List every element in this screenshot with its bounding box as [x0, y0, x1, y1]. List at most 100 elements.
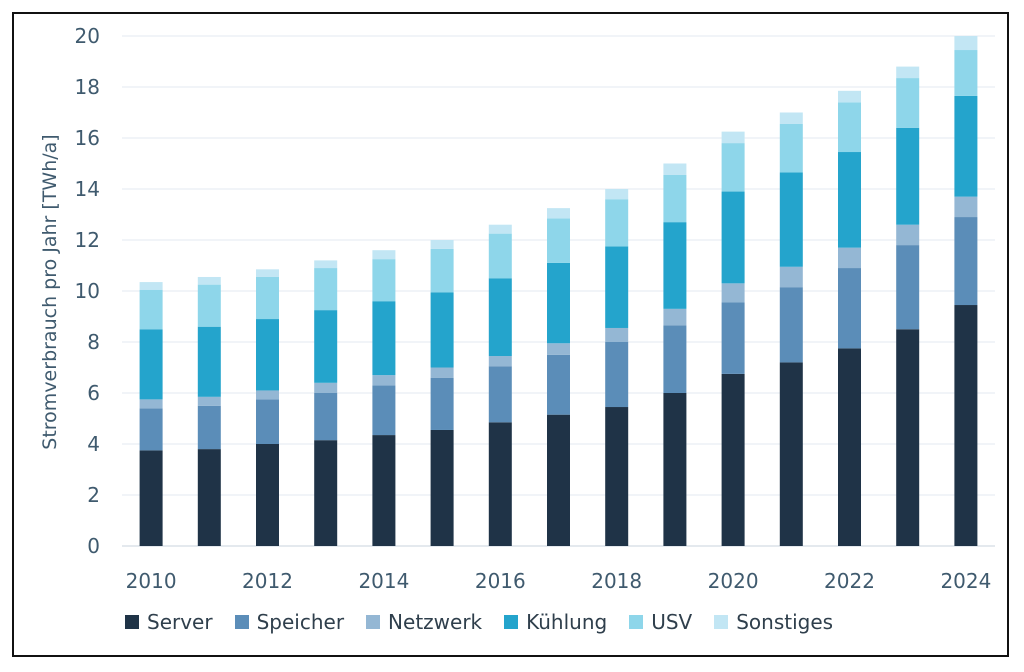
- legend-item: Netzwerk: [366, 610, 482, 634]
- y-tick-label: 8: [87, 330, 100, 354]
- x-tick-label: 2014: [358, 569, 409, 593]
- stacked-bars: [139, 36, 978, 546]
- bar-segment: [256, 319, 279, 391]
- legend-label: Netzwerk: [388, 610, 483, 634]
- x-tick-label: 2018: [591, 569, 642, 593]
- y-tick-label: 20: [75, 24, 100, 48]
- bar-segment: [721, 131, 745, 144]
- bar-segment: [256, 399, 279, 444]
- x-tick-label: 2020: [708, 569, 759, 593]
- bar-stack-2024: [954, 36, 978, 546]
- bar-stack-2023: [896, 66, 920, 546]
- bar-segment: [197, 405, 221, 450]
- bar-segment: [488, 356, 512, 367]
- bar-segment: [547, 208, 570, 219]
- bar-segment: [314, 382, 338, 393]
- bar-segment: [896, 329, 920, 546]
- bar-segment: [838, 102, 861, 153]
- bar-segment: [954, 305, 978, 546]
- bar-segment: [605, 189, 629, 200]
- bar-segment: [779, 266, 803, 288]
- bar-segment: [547, 354, 570, 415]
- bar-segment: [721, 302, 745, 374]
- bar-segment: [663, 163, 687, 175]
- bar-segment: [838, 247, 861, 269]
- bar-segment: [954, 95, 978, 197]
- bar-segment: [488, 224, 512, 234]
- bar-stack-2018: [605, 189, 629, 546]
- bar-segment: [896, 245, 920, 330]
- bar-segment: [256, 269, 279, 277]
- legend-item: Kühlung: [504, 610, 607, 634]
- legend-label: Server: [147, 610, 213, 634]
- bar-segment: [488, 366, 512, 423]
- bar-segment: [896, 127, 920, 225]
- bar-segment: [256, 276, 279, 320]
- bar-stack-2014: [372, 250, 396, 546]
- bar-segment: [547, 218, 570, 263]
- bar-stack-2013: [314, 260, 338, 546]
- bar-segment: [605, 342, 629, 408]
- y-tick-label: 12: [75, 228, 100, 252]
- y-tick-label: 6: [87, 381, 100, 405]
- bar-segment: [663, 222, 687, 309]
- bar-segment: [954, 50, 978, 96]
- legend-label: USV: [651, 610, 693, 634]
- bar-segment: [547, 414, 570, 546]
- bar-stack-2020: [721, 131, 745, 546]
- bar-segment: [547, 262, 570, 344]
- bar-segment: [779, 172, 803, 267]
- bar-segment: [139, 289, 163, 330]
- x-tick-label: 2024: [940, 569, 991, 593]
- bar-stack-2015: [430, 240, 454, 546]
- bar-segment: [197, 449, 221, 546]
- legend-label: Sonstiges: [736, 610, 834, 634]
- bar-segment: [605, 246, 629, 328]
- y-tick-label: 10: [75, 279, 100, 303]
- bar-segment: [838, 90, 861, 103]
- bar-segment: [605, 199, 629, 247]
- y-tick-label: 4: [87, 432, 100, 456]
- y-tick-label: 0: [87, 534, 100, 558]
- bar-segment: [197, 396, 221, 406]
- bar-segment: [954, 36, 978, 51]
- y-tick-label: 16: [75, 126, 100, 150]
- bar-segment: [721, 191, 745, 284]
- bar-segment: [779, 123, 803, 173]
- bar-segment: [547, 343, 570, 355]
- legend-item: Sonstiges: [714, 610, 833, 634]
- bar-stack-2012: [256, 269, 279, 546]
- bar-segment: [954, 196, 978, 218]
- bar-segment: [779, 112, 803, 124]
- legend-swatch: [125, 615, 139, 629]
- bar-segment: [197, 276, 221, 285]
- legend-swatch: [234, 615, 249, 629]
- bar-segment: [372, 435, 396, 546]
- bar-segment: [372, 250, 396, 260]
- bar-segment: [139, 282, 163, 290]
- bar-segment: [372, 385, 396, 436]
- bar-segment: [663, 393, 687, 546]
- bar-segment: [372, 259, 396, 302]
- legend-item: Server: [125, 610, 213, 634]
- bar-segment: [663, 174, 687, 223]
- bar-segment: [314, 268, 338, 311]
- bar-segment: [838, 268, 861, 349]
- x-axis-ticks: 2010 2012 2014 2016 2018 2020 2022 2024: [126, 569, 992, 593]
- legend-swatch: [714, 615, 729, 629]
- x-tick-label: 2022: [824, 569, 875, 593]
- x-tick-label: 2010: [126, 569, 177, 593]
- bar-segment: [488, 278, 512, 357]
- bar-segment: [721, 143, 745, 192]
- bar-segment: [256, 390, 279, 400]
- bar-segment: [139, 329, 163, 400]
- legend-label: Kühlung: [526, 610, 608, 634]
- bar-segment: [430, 248, 454, 293]
- legend-swatch: [366, 615, 381, 629]
- bar-segment: [314, 310, 338, 383]
- bar-segment: [954, 217, 978, 306]
- bar-segment: [256, 444, 279, 546]
- y-tick-label: 14: [75, 177, 100, 201]
- legend-item: USV: [629, 610, 692, 634]
- bar-segment: [779, 362, 803, 546]
